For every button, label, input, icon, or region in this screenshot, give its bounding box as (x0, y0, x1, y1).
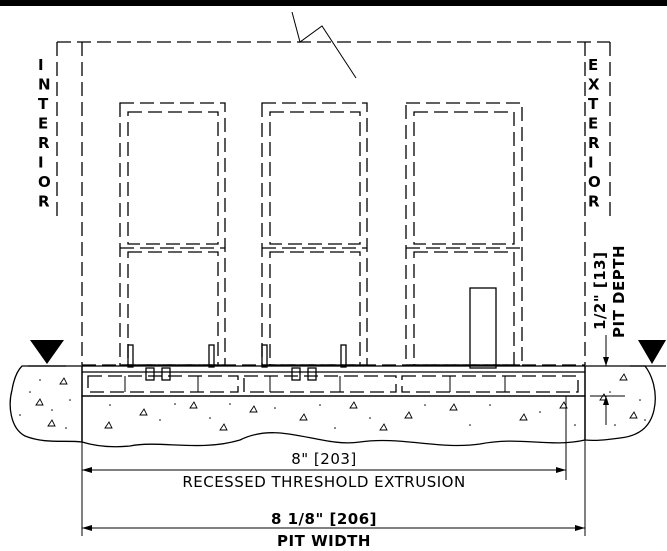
pit-width-dimension (81, 396, 586, 536)
pit-depth-value: 1/2" [13] (591, 252, 609, 330)
extrusion-width-label: RECESSED THRESHOLD EXTRUSION (182, 473, 465, 491)
concrete-aggregate (35, 373, 638, 431)
stile-posts (127, 287, 497, 369)
pit-depth-dimension (590, 335, 625, 425)
pit-depth-label: PIT DEPTH (610, 245, 628, 338)
floor-level-marker-left (30, 340, 64, 364)
concrete-slab-center (81, 395, 586, 448)
threshold-extrusion (81, 365, 586, 397)
extrusion-width-dimension (81, 396, 567, 480)
door-panel-1 (119, 102, 226, 366)
door-panel-2 (261, 102, 368, 366)
concrete-slab-right (584, 365, 656, 442)
pit-width-value: 8 1/8" [206] (271, 510, 377, 528)
break-line (291, 11, 357, 79)
floor-level-marker-right (638, 340, 666, 364)
door-panel-3 (405, 102, 523, 366)
concrete-stipple (19, 379, 646, 429)
pit-width-label: PIT WIDTH (277, 532, 371, 550)
extrusion-width-value: 8" [203] (291, 450, 357, 468)
top-border (0, 0, 667, 6)
door-outline (56, 41, 611, 366)
concrete-slab-left (9, 365, 83, 443)
